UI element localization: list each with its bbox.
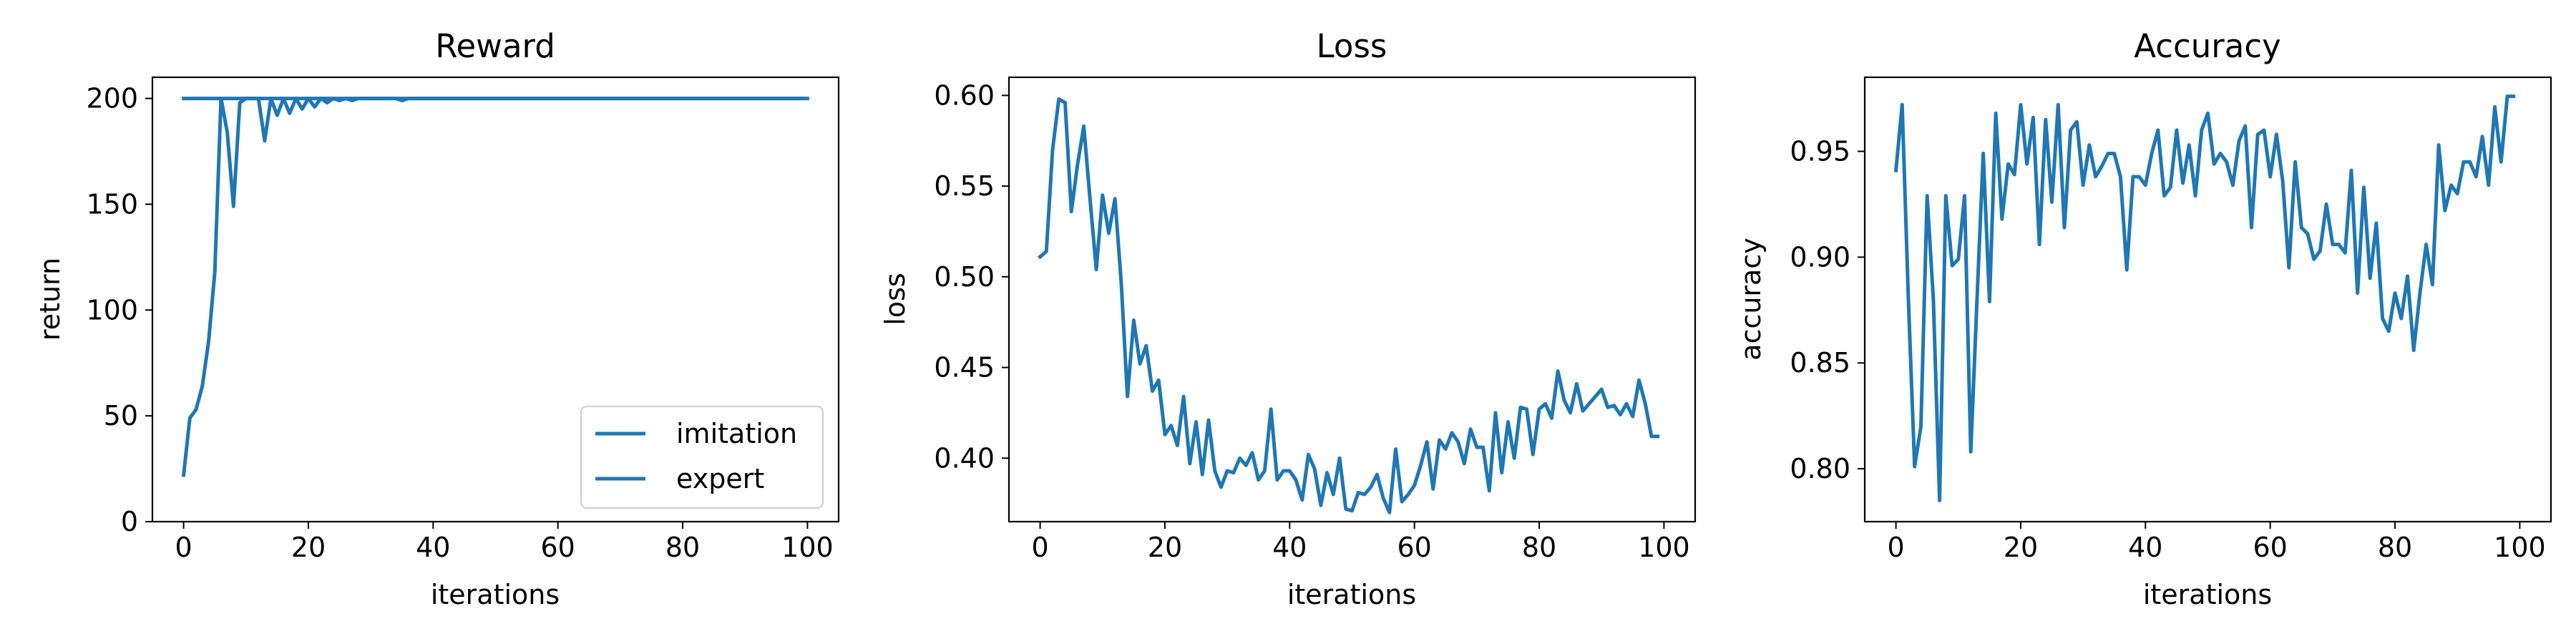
panel-title: Accuracy bbox=[2134, 27, 2280, 65]
series-line bbox=[1038, 97, 1660, 514]
series-line bbox=[1893, 94, 2516, 502]
x-tick-label: 100 bbox=[781, 532, 834, 563]
plot-area: 0 20 40 60 80 100 0.40 0.45 0.50 0.55 0.60 bbox=[934, 76, 1697, 563]
plot-area: 0 20 40 60 80 100 0 50 100 150 200 bbox=[86, 76, 840, 563]
x-axis-label: iterations bbox=[431, 579, 560, 610]
x-tick-label: 20 bbox=[291, 532, 326, 563]
y-tick-label: 0.80 bbox=[1790, 453, 1850, 484]
y-axis-label: accuracy bbox=[1735, 238, 1767, 360]
x-tick-label: 80 bbox=[2378, 532, 2412, 563]
x-tick-label: 0 bbox=[1031, 532, 1048, 563]
axes-frame bbox=[1008, 76, 1697, 523]
x-tick-label: 80 bbox=[665, 532, 700, 563]
y-tick-label: 100 bbox=[86, 294, 138, 326]
y-tick-label: 0.90 bbox=[1790, 241, 1850, 273]
axes-frame bbox=[1863, 76, 2552, 523]
panel-accuracy: Accuracy 0 20 40 60 80 100 0.80 0.85 0.90 0.95 i… bbox=[1735, 27, 2552, 610]
series-lines bbox=[1893, 94, 2516, 502]
x-tick-label: 20 bbox=[1148, 532, 1182, 563]
panel-title: Reward bbox=[435, 27, 555, 65]
y-tick-label: 0.85 bbox=[1790, 347, 1850, 379]
panel-reward: Reward 0 20 40 60 80 100 0 50 100 150 200 iterati… bbox=[34, 27, 840, 610]
x-axis-label: iterations bbox=[1287, 579, 1416, 610]
x-tick-label: 0 bbox=[175, 532, 192, 563]
x-tick-label: 60 bbox=[1397, 532, 1432, 563]
y-tick-label: 150 bbox=[86, 188, 138, 220]
x-tick-label: 80 bbox=[1522, 532, 1556, 563]
x-tick-label: 100 bbox=[2494, 532, 2546, 563]
series-lines bbox=[1038, 97, 1660, 514]
y-axis-label: loss bbox=[879, 273, 911, 325]
panel-title: Loss bbox=[1317, 27, 1387, 65]
y-ticks: 0.40 0.45 0.50 0.55 0.60 bbox=[934, 79, 1009, 474]
y-tick-label: 0.40 bbox=[934, 442, 995, 474]
x-ticks: 0 20 40 60 80 100 bbox=[1887, 522, 2546, 563]
x-tick-label: 60 bbox=[2253, 532, 2288, 563]
x-axis-label: iterations bbox=[2143, 579, 2272, 610]
x-ticks: 0 20 40 60 80 100 bbox=[175, 522, 834, 563]
y-tick-label: 50 bbox=[104, 400, 138, 431]
x-tick-label: 100 bbox=[1638, 532, 1690, 563]
y-tick-label: 0.55 bbox=[934, 170, 995, 202]
x-tick-label: 40 bbox=[416, 532, 450, 563]
y-tick-label: 0.95 bbox=[1790, 136, 1850, 167]
x-tick-label: 40 bbox=[1272, 532, 1307, 563]
y-tick-label: 0.50 bbox=[934, 261, 995, 293]
x-tick-label: 40 bbox=[2128, 532, 2162, 563]
x-tick-label: 20 bbox=[2004, 532, 2038, 563]
legend-label-expert: expert bbox=[676, 463, 764, 494]
x-tick-label: 0 bbox=[1887, 532, 1904, 563]
legend-label-imitation: imitation bbox=[676, 418, 797, 449]
y-axis-label: return bbox=[34, 258, 66, 341]
x-tick-label: 60 bbox=[541, 532, 575, 563]
panel-loss: Loss 0 20 40 60 80 100 0.40 0.45 0.50 0.55 0.60 i… bbox=[879, 27, 1697, 610]
legend: imitation expert bbox=[580, 406, 824, 509]
axes-frame bbox=[151, 76, 840, 523]
y-tick-label: 200 bbox=[86, 83, 138, 114]
y-ticks: 0.80 0.85 0.90 0.95 bbox=[1790, 136, 1865, 484]
y-tick-label: 0 bbox=[121, 506, 138, 537]
y-tick-label: 0.60 bbox=[934, 79, 995, 111]
y-ticks: 0 50 100 150 200 bbox=[86, 83, 152, 537]
x-ticks: 0 20 40 60 80 100 bbox=[1031, 522, 1690, 563]
y-tick-label: 0.45 bbox=[934, 352, 995, 384]
series-lines bbox=[181, 97, 809, 477]
plot-area: 0 20 40 60 80 100 0.80 0.85 0.90 0.95 bbox=[1790, 76, 2552, 563]
